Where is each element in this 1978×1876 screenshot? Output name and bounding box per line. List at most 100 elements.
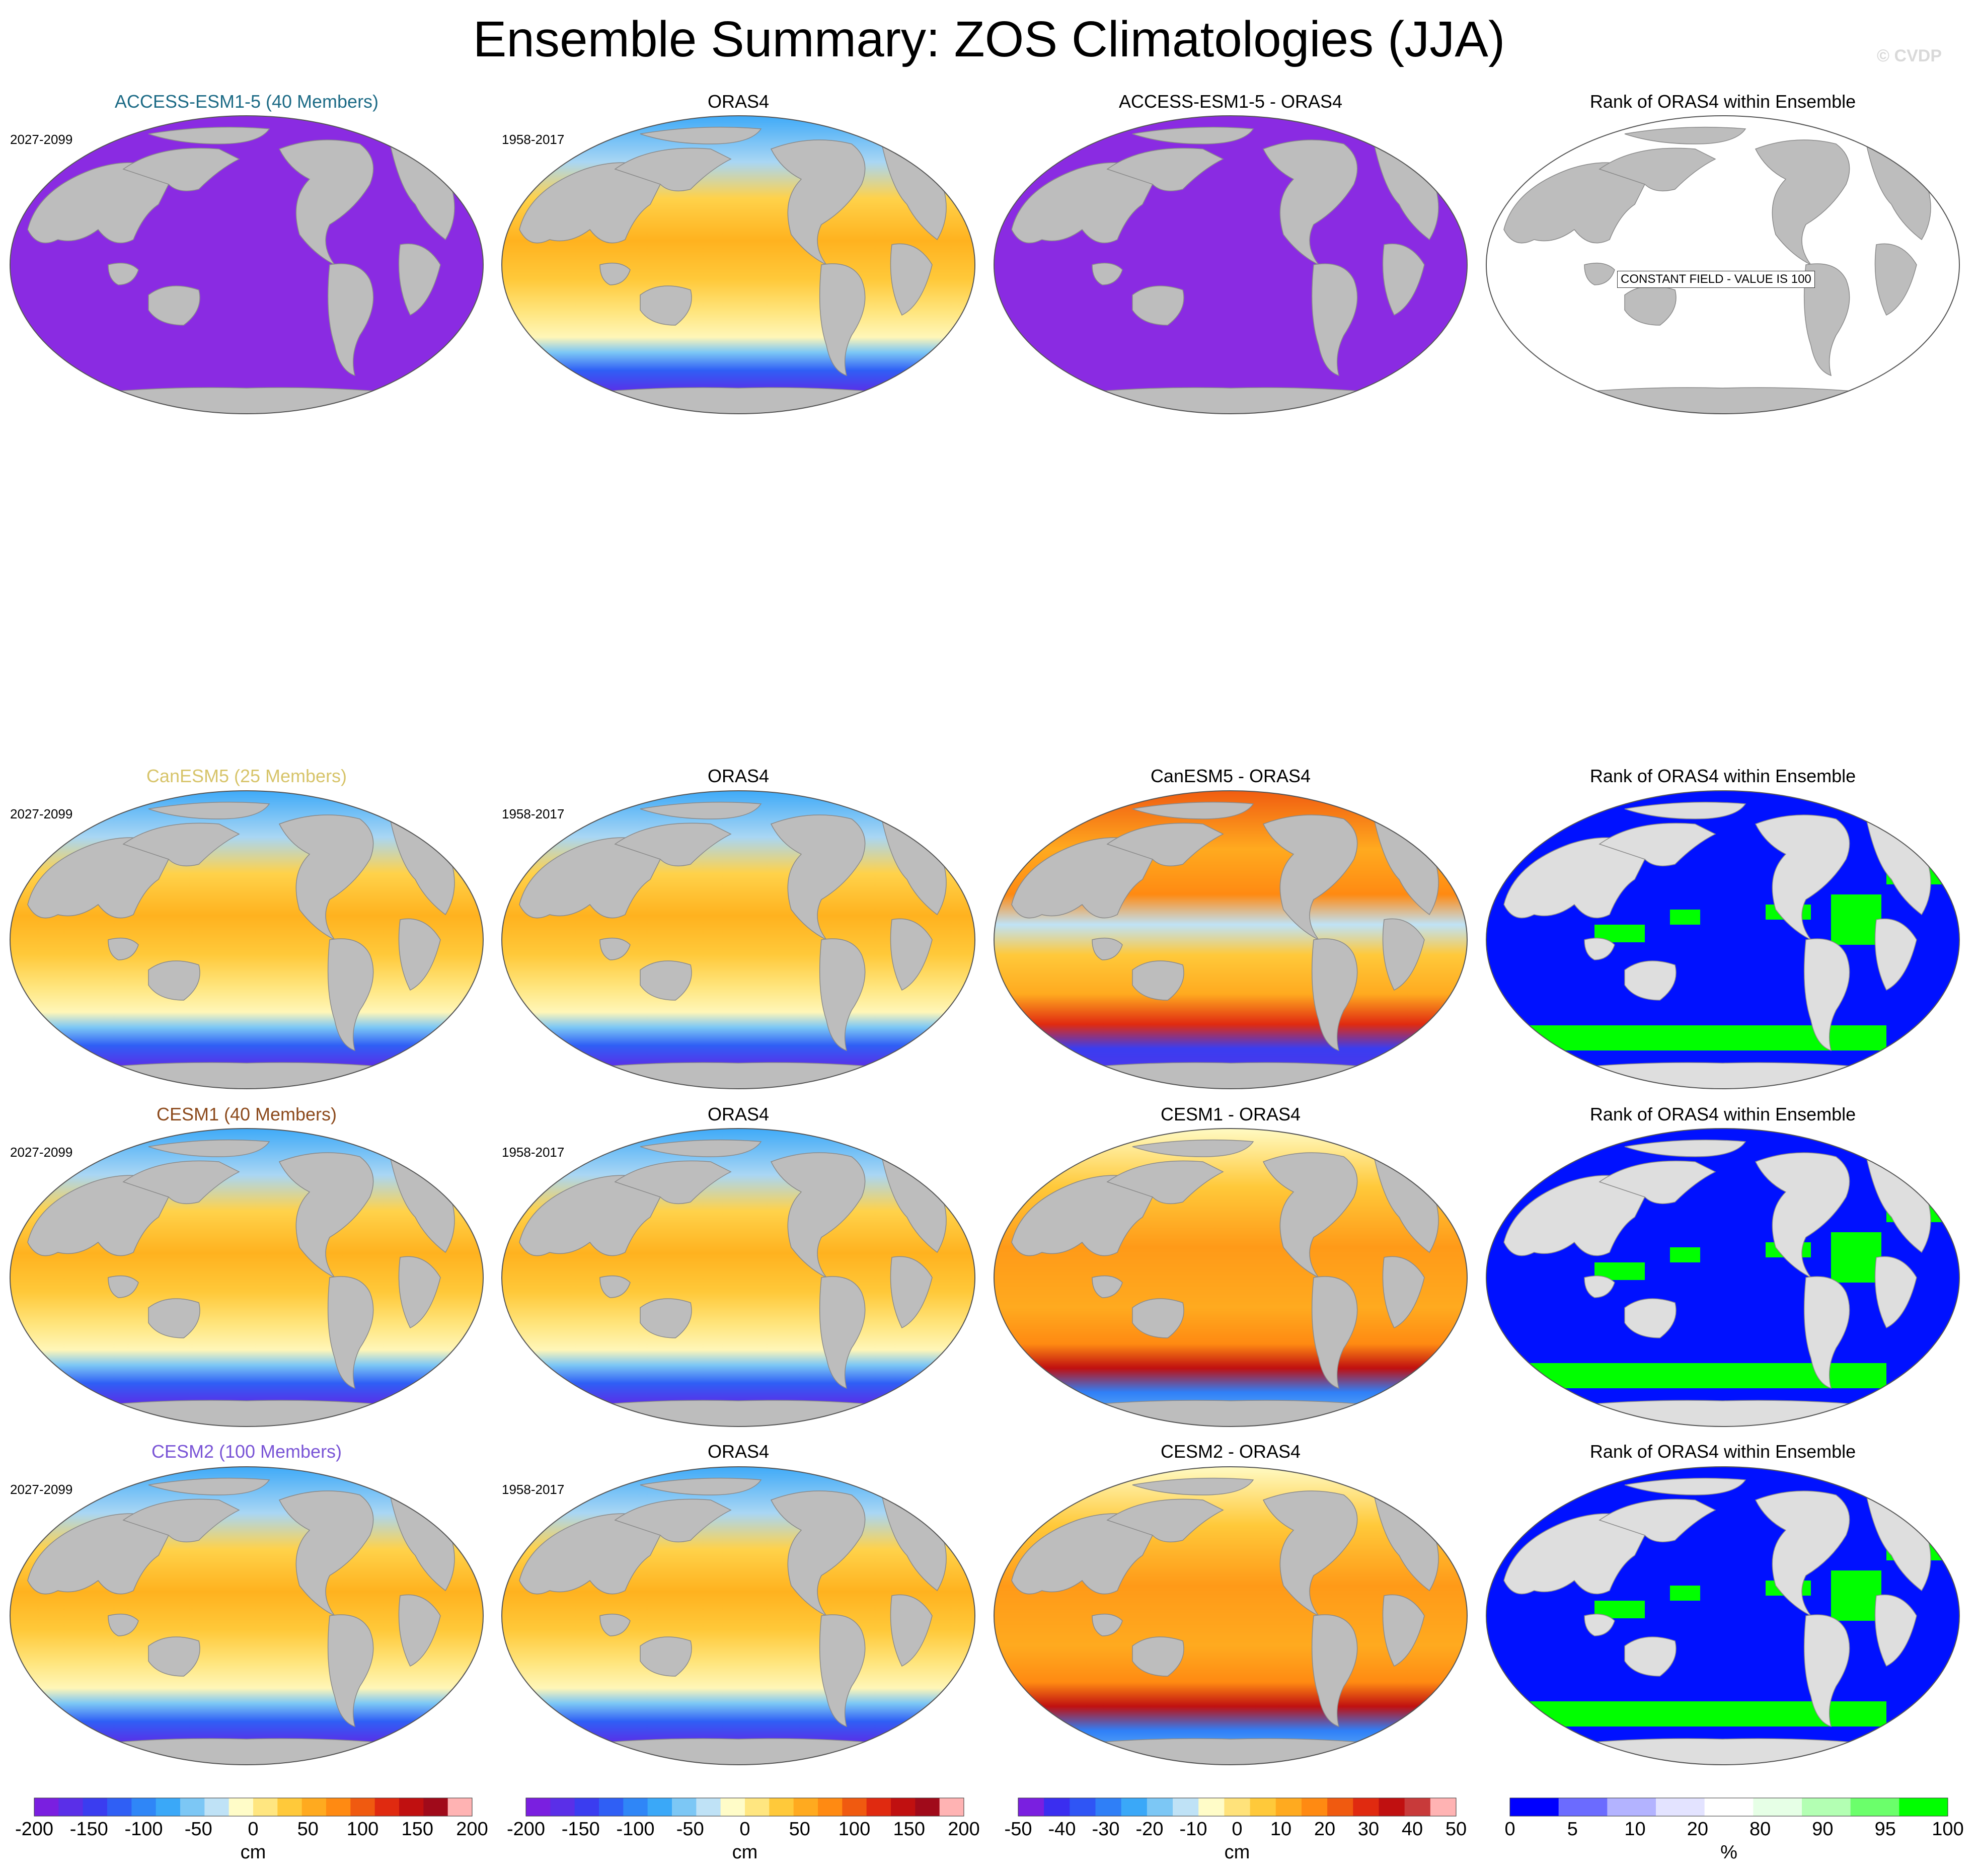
land-mass [1092, 1613, 1123, 1636]
land-mass [599, 937, 631, 960]
colorbar-swatch [720, 1798, 745, 1816]
period-label: 2027-2099 [10, 806, 73, 821]
colorbar-swatch [1404, 1798, 1431, 1816]
land-mass [398, 1256, 441, 1329]
colorbar-tick-label: -100 [124, 1819, 163, 1840]
land-mass [398, 918, 441, 991]
colorbar-tick-label: -50 [1005, 1819, 1032, 1840]
land-mass [1262, 1152, 1358, 1278]
colorbar-swatch [350, 1798, 375, 1816]
colorbar-tick-label: 10 [1624, 1819, 1645, 1840]
colorbar-tick-label: -200 [507, 1819, 545, 1840]
colorbar-swatch [1147, 1798, 1173, 1816]
colorbar-swatch [1379, 1798, 1405, 1816]
colorbar-tick-label: 0 [739, 1819, 750, 1840]
land-mass [108, 262, 139, 285]
colorbar: -200 -150 -100 -50 0 50 100 150 200 cm [507, 1797, 980, 1863]
land-mass [519, 1175, 666, 1256]
colorbar-swatch [866, 1798, 891, 1816]
map-panel [1484, 1127, 1962, 1429]
land-mass [27, 1513, 174, 1595]
colorbar-swatch [180, 1798, 205, 1816]
land-mass [1803, 263, 1850, 377]
land-mass [1755, 139, 1850, 265]
map-outline [1486, 1466, 1960, 1765]
land-mass [519, 837, 666, 919]
map-panel [992, 1465, 1470, 1767]
colorbar-tick-label: 100 [347, 1819, 378, 1840]
colorbar-tick-label: 200 [456, 1819, 488, 1840]
map-panel [8, 114, 486, 416]
land-mass [148, 1298, 200, 1338]
land-mass [819, 938, 866, 1052]
land-mass [819, 263, 866, 377]
land-mass [599, 1613, 631, 1636]
colorbar-tick-label: -40 [1048, 1819, 1076, 1840]
colorbar-swatch [204, 1798, 230, 1816]
land-mass [1503, 1513, 1650, 1595]
colorbar-swatch [326, 1798, 351, 1816]
land-mass [148, 1477, 270, 1495]
rank-high-region [1670, 1247, 1700, 1262]
colorbar-frame [1509, 1797, 1948, 1817]
rank-high-region [1529, 1701, 1886, 1727]
colorbar-frame [525, 1797, 964, 1817]
panel-title: ORAS4 [707, 766, 770, 786]
colorbar-swatch [1802, 1798, 1851, 1816]
land-mass [278, 814, 374, 940]
map-outline [994, 1128, 1468, 1427]
colorbar-tick-label: 5 [1567, 1819, 1578, 1840]
colorbar-swatch [83, 1798, 108, 1816]
map-panel [8, 1465, 486, 1767]
colorbar-unit: % [1720, 1842, 1737, 1863]
colorbar-tick-label: 100 [839, 1819, 870, 1840]
land-mass [890, 918, 933, 991]
colorbar-swatch [156, 1798, 181, 1816]
map-outline [10, 115, 484, 414]
land-mass [1011, 162, 1158, 244]
period-label: 1958-2017 [502, 1482, 565, 1497]
land-mass [1584, 1613, 1615, 1636]
map-panel [992, 114, 1470, 416]
rank-high-region [1831, 894, 1881, 945]
land-mass [1132, 960, 1184, 1001]
map-panel [499, 1465, 977, 1767]
land-mass [1092, 937, 1123, 960]
map-outline [10, 790, 484, 1089]
land-mass [519, 1513, 666, 1595]
colorbar-swatch [1275, 1798, 1302, 1816]
land-mass [1584, 262, 1615, 285]
colorbar-swatch [745, 1798, 770, 1816]
panel-title: CanESM5 (25 Members) [146, 766, 347, 786]
period-label: 1958-2017 [502, 132, 565, 147]
colorbar-unit: cm [1225, 1842, 1250, 1863]
land-mass [1624, 126, 1746, 144]
period-label: 2027-2099 [10, 1145, 73, 1160]
map-panel [499, 1127, 977, 1429]
colorbar-swatch [253, 1798, 278, 1816]
land-mass [1382, 918, 1425, 991]
panel-title: ORAS4 [707, 1104, 770, 1124]
colorbar-swatch [1510, 1798, 1559, 1816]
panel-title: CESM1 - ORAS4 [1160, 1104, 1301, 1124]
colorbar-swatch [647, 1798, 672, 1816]
map-outline [994, 115, 1468, 414]
land-mass [1624, 801, 1746, 819]
colorbar-swatch [1095, 1798, 1122, 1816]
land-mass [1311, 1276, 1358, 1389]
map-outline [10, 1466, 484, 1765]
land-mass [640, 1139, 762, 1157]
colorbar-swatch [107, 1798, 132, 1816]
land-mass [819, 1614, 866, 1728]
colorbar-swatch [1044, 1798, 1070, 1816]
colorbar-tick-label: -200 [15, 1819, 53, 1840]
panel-title: CESM1 (40 Members) [156, 1104, 337, 1124]
land-mass [398, 243, 441, 316]
land-mass [1599, 1498, 1716, 1543]
land-mass [1599, 147, 1716, 192]
colorbar-tick-label: 30 [1358, 1819, 1379, 1840]
rank-high-region [1529, 1363, 1886, 1388]
land-mass [148, 1139, 270, 1157]
land-mass [890, 243, 933, 316]
colorbar-swatch [131, 1798, 157, 1816]
